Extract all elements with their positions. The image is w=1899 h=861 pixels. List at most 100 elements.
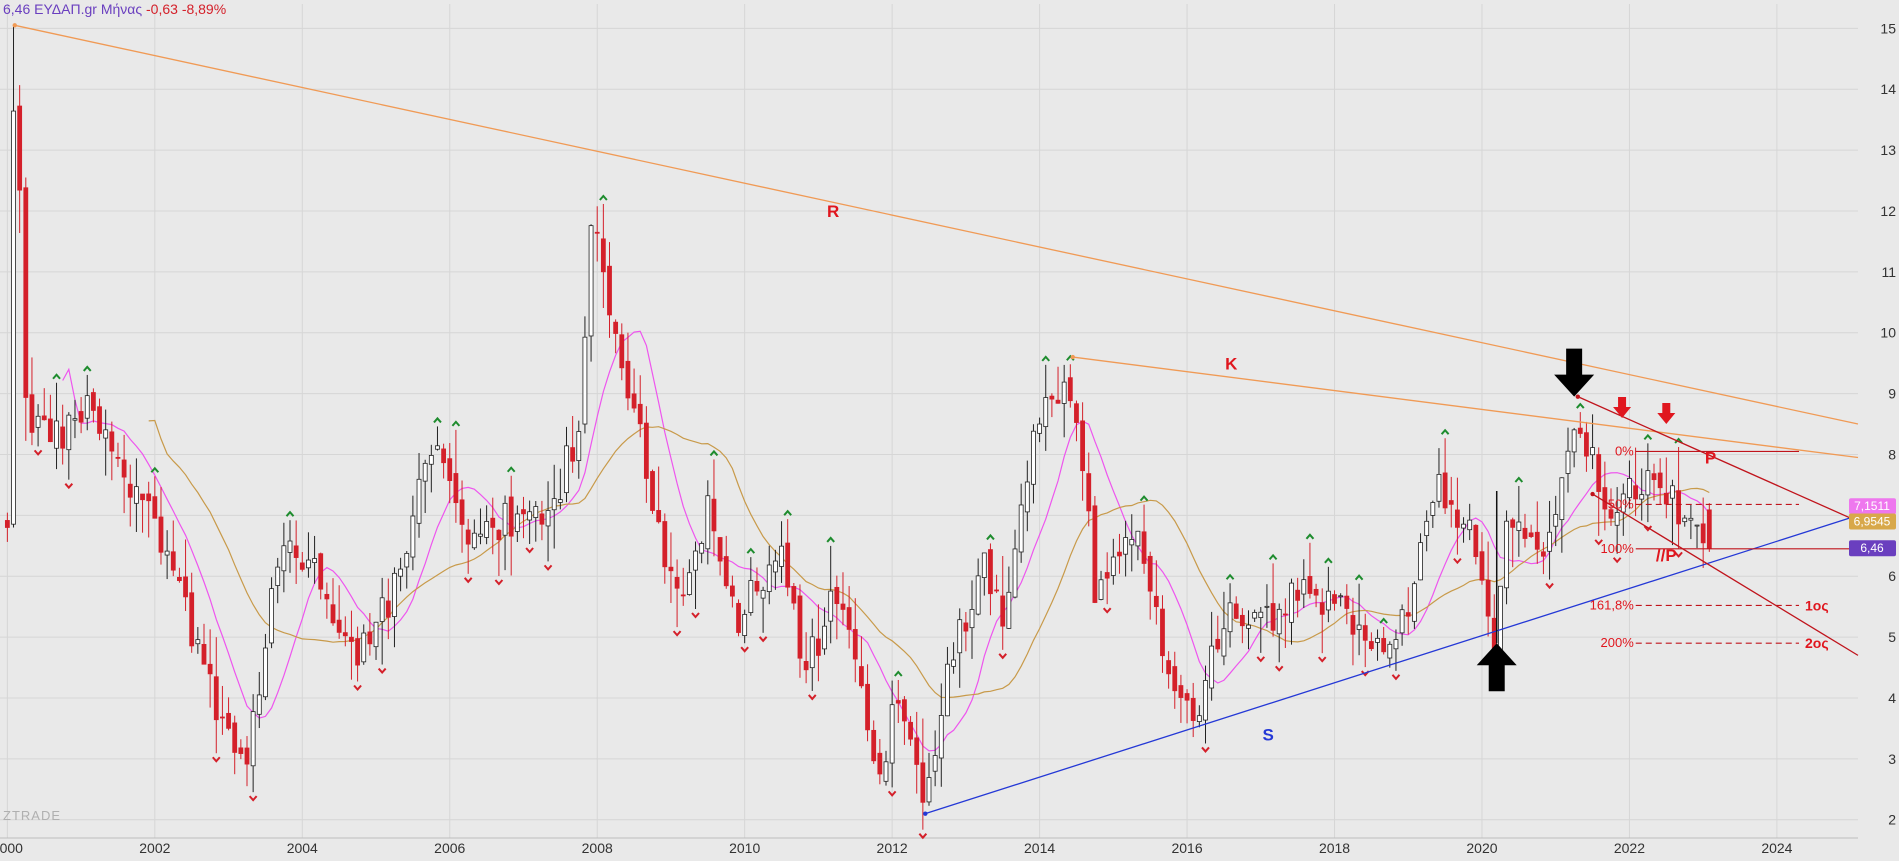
candle xyxy=(471,519,477,550)
candle xyxy=(1258,606,1264,653)
candle xyxy=(422,459,428,514)
trendline-anchor-dot xyxy=(923,811,928,816)
candle xyxy=(539,500,545,541)
candle xyxy=(379,577,385,665)
candle-body xyxy=(293,545,299,558)
candle xyxy=(533,501,539,542)
y-tick-label: 8 xyxy=(1888,446,1896,462)
candle xyxy=(514,505,520,542)
fractal-down-icon xyxy=(1102,607,1112,614)
candle-body xyxy=(1024,481,1030,513)
candle-body xyxy=(299,562,305,570)
fractal-up-icon xyxy=(1643,433,1653,441)
candle-body xyxy=(1166,660,1172,675)
candle-body xyxy=(1301,579,1307,595)
candle-body xyxy=(1682,517,1688,523)
candle-body xyxy=(435,445,440,450)
fractal-down-icon xyxy=(1545,582,1554,590)
candle xyxy=(1332,590,1337,611)
x-tick-label: 2004 xyxy=(287,840,318,856)
candle xyxy=(336,585,342,639)
y-tick-label: 3 xyxy=(1888,751,1896,767)
candle-body xyxy=(951,659,956,667)
price-tag-box xyxy=(1849,498,1896,515)
candle-body xyxy=(263,647,268,698)
candle-body xyxy=(1258,611,1264,619)
candle xyxy=(932,730,938,787)
candle xyxy=(914,711,920,794)
candle xyxy=(1049,393,1055,418)
candle-body xyxy=(1098,579,1104,600)
candle-body xyxy=(926,777,932,803)
candle xyxy=(902,696,907,745)
candle-body xyxy=(1055,399,1061,404)
candle xyxy=(963,611,969,652)
candle-body xyxy=(1117,551,1122,557)
candle xyxy=(1405,587,1411,635)
candle-body xyxy=(828,590,834,622)
trendline-anchor-dot xyxy=(1590,491,1595,497)
candle xyxy=(1264,584,1270,628)
candle-body xyxy=(90,392,96,411)
candle-body xyxy=(140,493,145,501)
candle xyxy=(47,394,53,443)
candle-body xyxy=(232,722,238,753)
candle xyxy=(613,319,619,354)
candle-body xyxy=(668,566,674,572)
candle xyxy=(453,429,459,523)
candle-body xyxy=(1479,551,1485,581)
candle-body xyxy=(994,589,999,592)
candle xyxy=(177,567,182,583)
candle xyxy=(1246,610,1251,650)
candle-body xyxy=(1399,609,1405,634)
candle-body xyxy=(582,336,588,425)
candle-body xyxy=(1528,532,1534,537)
candle-body xyxy=(1190,697,1196,721)
candle-body xyxy=(1411,583,1417,622)
candle xyxy=(908,716,913,746)
price-tag-text: 7,1511 xyxy=(1854,499,1890,513)
candle xyxy=(1571,427,1577,468)
candle-body xyxy=(594,231,600,234)
candle-body xyxy=(1086,473,1092,512)
candle-body xyxy=(226,712,231,729)
candle-body xyxy=(1172,666,1178,692)
candle-body xyxy=(1541,551,1546,557)
candle-body xyxy=(244,747,250,765)
candle xyxy=(527,500,533,544)
candle-body xyxy=(1325,590,1331,611)
fib-level-label: 0% xyxy=(1615,443,1634,458)
candle-body xyxy=(1246,624,1251,629)
candle-body xyxy=(822,625,827,650)
candle xyxy=(226,697,231,731)
candle-body xyxy=(1381,638,1387,653)
candle xyxy=(711,459,717,557)
fib-wave-label: 1ος xyxy=(1805,597,1829,613)
candle xyxy=(275,557,281,604)
candle xyxy=(926,752,932,806)
candle xyxy=(478,508,483,545)
candle-body xyxy=(631,393,637,409)
candle-body xyxy=(600,238,606,273)
fractal-up-icon xyxy=(1674,437,1683,444)
candle-body xyxy=(816,638,821,656)
period: Μήνας xyxy=(100,1,143,17)
y-axis: 23456789101112131415 xyxy=(1880,20,1896,827)
candle-body xyxy=(269,588,274,644)
candle xyxy=(1368,632,1374,651)
candle-body xyxy=(490,517,496,528)
candle-body xyxy=(97,406,102,434)
candle-body xyxy=(1276,608,1282,635)
candle xyxy=(29,357,35,446)
candle xyxy=(637,375,643,438)
candle-body xyxy=(404,553,410,568)
candle xyxy=(1436,448,1442,508)
candle xyxy=(213,637,219,754)
trendline-ppp xyxy=(1592,493,1859,656)
candle xyxy=(699,541,705,564)
candle xyxy=(330,578,336,626)
line-label-ppp: //P xyxy=(1656,546,1677,565)
fractal-down-icon xyxy=(463,577,473,584)
price-tag: 7,1511 xyxy=(1849,498,1896,515)
